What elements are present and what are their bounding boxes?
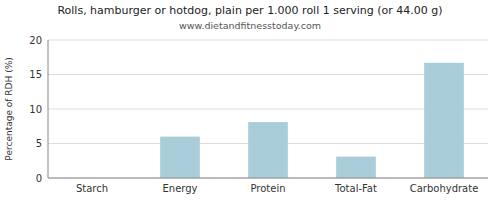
y-tick-label: 5 bbox=[36, 138, 42, 149]
y-tick-label: 10 bbox=[29, 104, 42, 115]
grid-line bbox=[48, 74, 488, 75]
title: Rolls, hamburger or hotdog, plain per 1.… bbox=[57, 4, 442, 17]
bar bbox=[248, 122, 288, 178]
x-tick-label: Total-Fat bbox=[334, 183, 377, 194]
y-grid bbox=[48, 40, 488, 178]
grid-line bbox=[48, 40, 488, 41]
x-tick-label: Carbohydrate bbox=[410, 183, 479, 194]
chart-svg: Rolls, hamburger or hotdog, plain per 1.… bbox=[0, 0, 500, 200]
subtitle: www.dietandfitnesstoday.com bbox=[179, 20, 321, 31]
bars bbox=[160, 63, 464, 178]
y-ticks: 0 5 10 15 20 bbox=[29, 35, 42, 184]
x-tick-label: Starch bbox=[76, 183, 108, 194]
bar bbox=[424, 63, 464, 178]
y-axis-label: Percentage of RDH (%) bbox=[4, 57, 14, 160]
x-axis-line bbox=[48, 178, 488, 179]
y-tick-label: 15 bbox=[29, 69, 42, 80]
bar bbox=[336, 157, 376, 178]
x-tick-label: Energy bbox=[162, 183, 197, 194]
grid-line bbox=[48, 178, 488, 179]
y-tick-label: 20 bbox=[29, 35, 42, 46]
x-tick-label: Protein bbox=[250, 183, 285, 194]
grid-line bbox=[48, 109, 488, 110]
chart-container: Rolls, hamburger or hotdog, plain per 1.… bbox=[0, 0, 500, 200]
y-axis-line bbox=[48, 40, 49, 178]
x-ticks: Starch Energy Protein Total-Fat Carbohydrate bbox=[76, 183, 478, 194]
bar bbox=[160, 137, 200, 178]
y-tick-label: 0 bbox=[36, 173, 42, 184]
